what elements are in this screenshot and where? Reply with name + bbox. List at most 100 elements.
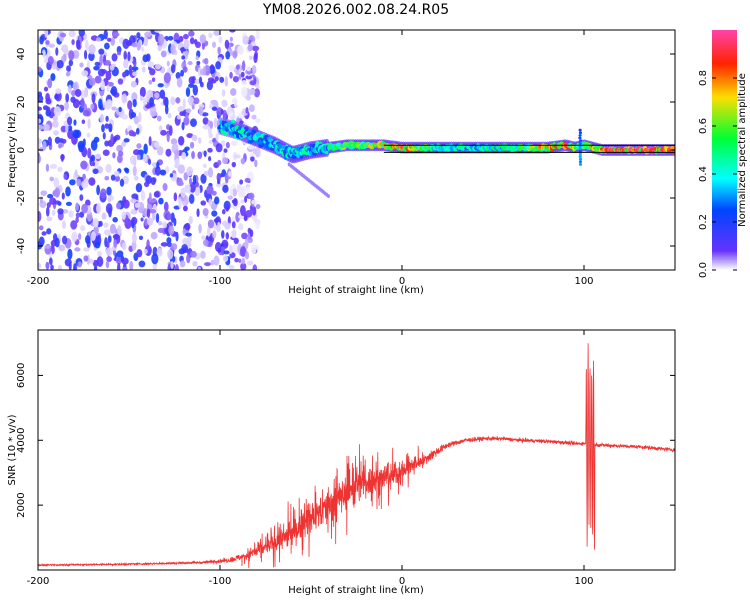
ridge-cell — [578, 141, 582, 145]
noise-speckle — [215, 61, 222, 70]
noise-speckle — [157, 221, 163, 226]
noise-speckle — [251, 114, 257, 120]
noise-speckle — [156, 146, 164, 156]
colorbar-gradient — [712, 30, 737, 270]
noise-speckle — [185, 112, 189, 119]
noise-speckle — [91, 161, 96, 167]
noise-speckle — [52, 120, 59, 128]
noise-speckle — [132, 149, 141, 156]
y-tick-label: 0 — [16, 147, 27, 153]
noise-speckle — [116, 51, 121, 56]
noise-speckle — [77, 261, 82, 268]
noise-speckle — [131, 232, 137, 244]
noise-speckle — [188, 177, 193, 186]
noise-speckle — [73, 119, 77, 126]
noise-speckle — [110, 89, 117, 95]
noise-speckle — [80, 160, 88, 170]
noise-speckle — [127, 100, 133, 110]
noise-speckle — [191, 150, 195, 159]
x-tick-label: 100 — [574, 576, 593, 587]
noise-speckle — [130, 80, 137, 88]
noise-speckle — [151, 253, 159, 265]
noise-speckle — [224, 76, 229, 87]
noise-speckle — [192, 260, 198, 267]
noise-speckle — [188, 83, 195, 88]
noise-speckle — [237, 45, 244, 55]
noise-speckle — [48, 257, 53, 266]
noise-speckle — [188, 30, 195, 37]
noise-speckle — [222, 157, 229, 165]
noise-speckle — [174, 158, 180, 168]
noise-speckle — [81, 119, 86, 124]
noise-speckle — [231, 221, 236, 229]
noise-speckle — [198, 76, 203, 85]
noise-speckle — [39, 196, 43, 204]
noise-speckle — [81, 180, 89, 189]
noise-speckle — [131, 42, 138, 48]
noise-speckle — [45, 206, 50, 217]
noise-speckle — [173, 217, 177, 227]
noise-speckle — [98, 98, 103, 110]
noise-speckle — [197, 151, 203, 159]
figure-title: YM08.2026.002.08.24.R05 — [262, 2, 449, 18]
noise-speckle — [84, 87, 89, 98]
noise-speckle — [218, 36, 223, 44]
noise-speckle — [167, 249, 174, 260]
noise-speckle — [39, 36, 44, 45]
noise-speckle — [247, 144, 255, 150]
noise-speckle — [154, 165, 161, 176]
noise-speckle — [121, 114, 128, 120]
noise-speckle — [163, 96, 167, 106]
noise-speckle — [238, 258, 242, 264]
noise-speckle — [61, 235, 68, 245]
noise-speckle — [151, 111, 158, 116]
noise-speckle — [102, 101, 108, 109]
noise-speckle — [64, 101, 69, 111]
noise-speckle — [136, 143, 142, 149]
colorbar-tick-label: 0.4 — [698, 166, 709, 182]
noise-speckle — [208, 132, 213, 139]
noise-speckle — [157, 227, 165, 234]
noise-speckle — [244, 251, 250, 260]
noise-speckle — [97, 250, 103, 257]
noise-speckle — [170, 138, 178, 145]
noise-speckle — [123, 50, 127, 61]
noise-speckle — [44, 244, 51, 249]
noise-speckle — [46, 106, 51, 113]
noise-speckle — [45, 163, 50, 172]
noise-speckle — [151, 140, 155, 148]
ridge-cell — [578, 136, 582, 140]
noise-speckle — [148, 136, 152, 146]
x-tick-label: -200 — [27, 576, 50, 587]
noise-speckle — [239, 179, 244, 185]
noise-speckle — [206, 80, 214, 91]
noise-speckle — [255, 118, 261, 124]
noise-speckle — [202, 124, 210, 130]
noise-speckle — [122, 38, 130, 50]
noise-speckle — [142, 66, 146, 73]
noise-speckle — [231, 244, 239, 255]
noise-speckle — [188, 193, 195, 204]
noise-speckle — [206, 185, 214, 195]
noise-speckle — [144, 31, 152, 38]
noise-speckle — [47, 194, 54, 199]
noise-speckle — [71, 231, 78, 242]
noise-speckle — [217, 221, 221, 231]
noise-speckle — [50, 264, 54, 270]
noise-speckle — [38, 66, 42, 73]
noise-speckle — [107, 235, 112, 243]
noise-speckle — [240, 199, 245, 204]
noise-speckle — [175, 72, 181, 80]
noise-speckle — [67, 84, 72, 94]
noise-speckle — [228, 64, 235, 72]
noise-speckle — [44, 30, 49, 38]
noise-speckle — [121, 141, 127, 147]
noise-speckle — [110, 174, 116, 181]
noise-speckle — [190, 250, 197, 258]
noise-speckle — [185, 232, 192, 237]
noise-speckle — [144, 218, 148, 227]
noise-speckle — [66, 65, 71, 72]
noise-speckle — [244, 239, 249, 250]
ridge-cell — [578, 160, 583, 164]
